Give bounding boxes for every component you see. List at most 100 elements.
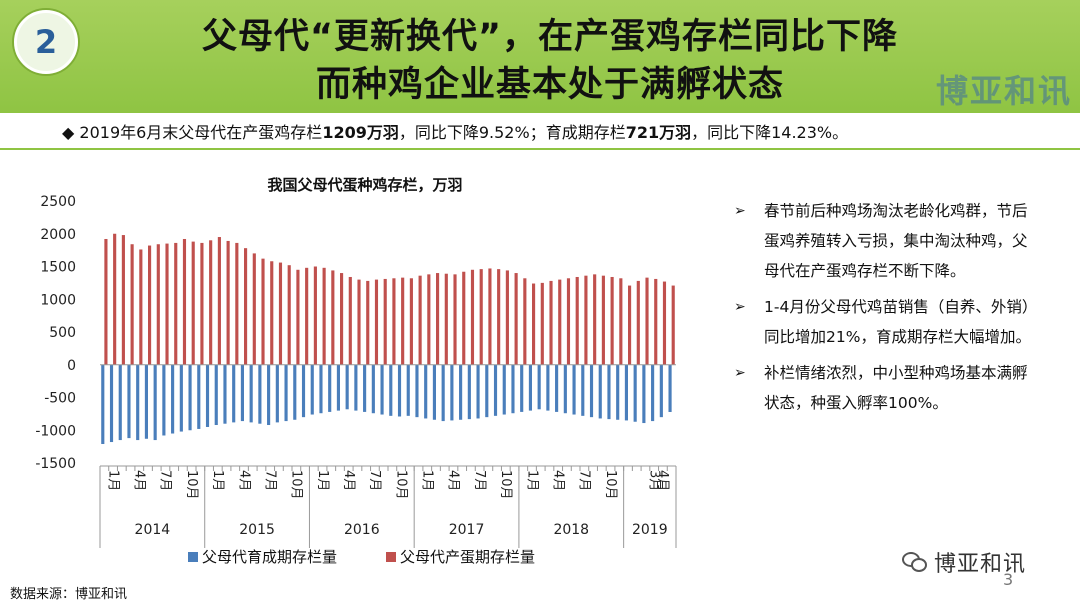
bar-laying <box>610 276 614 365</box>
bar-rearing <box>502 364 506 415</box>
legend-swatch <box>386 552 396 562</box>
bar-laying <box>566 278 571 365</box>
bar-laying <box>148 245 152 365</box>
bar-laying <box>156 244 160 365</box>
bar-rearing <box>607 364 611 420</box>
bar-rearing <box>659 364 663 418</box>
bar-rearing <box>171 364 175 434</box>
bar-rearing <box>441 364 445 422</box>
month-tick-label: 1月 <box>315 470 330 491</box>
bar-laying <box>479 269 483 365</box>
bar-rearing <box>328 364 332 412</box>
bullet-item-2: ➢ 1-4月份父母代鸡苗销售（自养、外销）同比增加21%，育成期存栏大幅增加。 <box>730 292 1040 352</box>
bar-laying <box>374 279 379 365</box>
bar-rearing <box>563 364 567 414</box>
divider <box>0 148 1080 150</box>
bar-rearing <box>109 364 114 443</box>
legend-label: 父母代产蛋期存栏量 <box>400 548 535 566</box>
bar-laying <box>401 277 405 365</box>
wechat-icon <box>902 552 928 572</box>
bar-rearing <box>118 364 122 441</box>
month-tick-label: 1月 <box>105 470 120 491</box>
bar-laying <box>261 258 265 365</box>
year-label: 2017 <box>449 522 485 538</box>
bar-laying <box>209 240 213 365</box>
bar-rearing <box>642 364 646 424</box>
month-tick-label: 1月 <box>210 470 225 491</box>
summary-text-2: ，同比下降9.52%；育成期存栏 <box>398 123 626 142</box>
bar-laying <box>619 278 623 365</box>
bar-rearing <box>240 364 244 422</box>
bar-laying <box>654 278 658 365</box>
year-label: 2018 <box>553 522 589 538</box>
bullet-text-1: 春节前后种鸡场淘汰老龄化鸡群，节后蛋鸡养殖转入亏损，集中淘汰种鸡，父母代在产蛋鸡… <box>764 202 1028 280</box>
bar-laying <box>244 248 248 365</box>
y-tick-label: 1000 <box>40 292 76 308</box>
bar-rearing <box>511 364 515 414</box>
bar-rearing <box>214 364 218 426</box>
bar-rearing <box>406 364 410 416</box>
year-label: 2016 <box>344 522 380 538</box>
month-tick-label: 4月 <box>655 470 670 491</box>
bar-laying <box>217 237 221 365</box>
bar-laying <box>287 265 291 365</box>
bar-laying <box>348 276 352 365</box>
bar-rearing <box>232 364 236 423</box>
bar-laying <box>226 240 230 365</box>
bar-laying <box>462 271 466 365</box>
month-tick-label: 7月 <box>263 470 278 491</box>
bar-laying <box>636 280 640 365</box>
month-tick-label: 10月 <box>184 470 199 500</box>
bar-laying <box>453 274 457 365</box>
bar-laying <box>409 278 413 365</box>
bar-rearing <box>284 364 288 422</box>
month-tick-label: 7月 <box>472 470 487 491</box>
bar-laying <box>182 238 187 365</box>
bar-laying <box>444 273 448 365</box>
bar-rearing <box>153 364 157 441</box>
section-number-badge: 2 <box>14 10 78 74</box>
bar-laying <box>305 267 309 365</box>
bar-rearing <box>589 364 594 418</box>
year-label: 2014 <box>135 522 171 538</box>
bar-rearing <box>397 364 402 417</box>
bar-laying <box>575 276 579 365</box>
bar-rearing <box>301 364 306 418</box>
bar-laying <box>165 243 169 365</box>
bar-laying <box>313 266 317 365</box>
bar-rearing <box>616 364 620 420</box>
bar-laying <box>593 274 597 365</box>
bullet-item-3: ➢ 补栏情绪浓烈，中小型种鸡场基本满孵状态，种蛋入孵率100%。 <box>730 358 1040 418</box>
month-tick-label: 4月 <box>341 470 356 491</box>
y-tick-label: 2500 <box>40 194 76 210</box>
bar-laying <box>392 278 396 365</box>
bar-laying <box>366 280 370 365</box>
bar-laying <box>418 275 422 365</box>
bar-rearing <box>598 364 602 419</box>
bar-laying <box>505 270 509 365</box>
bar-rearing <box>336 364 340 411</box>
bar-laying <box>601 275 605 365</box>
summary-text-3: ，同比下降14.23%。 <box>691 123 849 142</box>
bar-laying <box>540 282 544 365</box>
wechat-account[interactable]: 博亚和讯 <box>902 546 1026 578</box>
page-title-line1: 父母代“更新换代”，在产蛋鸡存栏同比下降 <box>201 17 898 57</box>
bar-laying <box>628 285 632 365</box>
data-source-note: 数据来源：博亚和讯 <box>10 587 128 602</box>
summary-line: ◆ 2019年6月末父母代在产蛋鸡存栏1209万羽，同比下降9.52%；育成期存… <box>62 119 848 143</box>
bar-laying <box>671 285 675 365</box>
bar-laying <box>113 233 117 365</box>
bar-rearing <box>162 364 166 436</box>
bullet-text-2: 1-4月份父母代鸡苗销售（自养、外销）同比增加21%，育成期存栏大幅增加。 <box>764 298 1038 346</box>
bar-laying <box>191 241 195 365</box>
bar-rearing <box>450 364 454 421</box>
bar-rearing <box>371 364 375 414</box>
bullet-text-3: 补栏情绪浓烈，中小型种鸡场基本满孵状态，种蛋入孵率100%。 <box>764 364 1028 412</box>
bar-rearing <box>581 364 585 416</box>
bar-rearing <box>476 364 480 419</box>
breeder-stock-chart: 我国父母代蛋种鸡存栏，万羽 2500 2000 1500 1000 500 0 -500 -10… <box>35 176 677 566</box>
summary-text-1: 2019年6月末父母代在产蛋鸡存栏 <box>79 123 323 142</box>
bar-laying <box>488 268 492 365</box>
bar-laying <box>427 274 431 365</box>
bar-rearing <box>188 364 192 431</box>
